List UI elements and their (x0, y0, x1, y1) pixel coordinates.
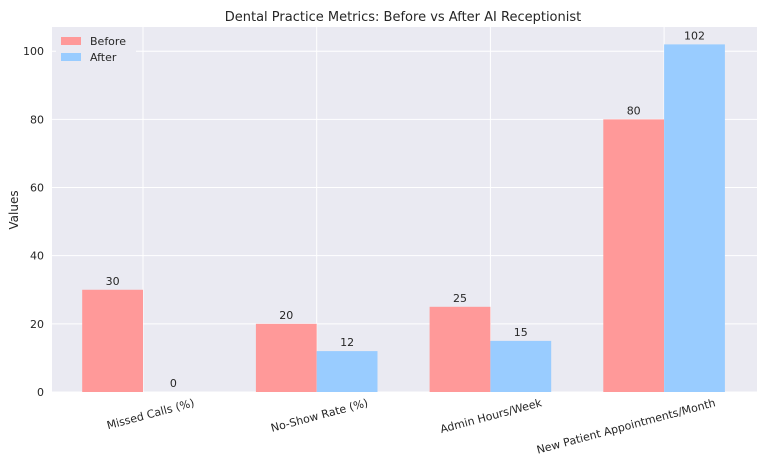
data-label-after-2: 15 (514, 326, 528, 339)
legend-label-after: After (90, 51, 117, 64)
legend-label-before: Before (90, 35, 126, 48)
y-axis-label: Values (7, 190, 21, 229)
bar-after-1 (316, 351, 378, 392)
x-tick-label: No-Show Rate (%) (269, 396, 369, 434)
bar-before-0 (82, 289, 143, 392)
legend-swatch-before (61, 37, 81, 45)
legend: Before After (56, 31, 136, 69)
y-axis-ticks: 0 20 40 60 80 100 (23, 45, 44, 399)
data-label-before-2: 25 (453, 292, 467, 305)
x-tick-label: Missed Calls (%) (105, 396, 195, 432)
data-label-before-0: 30 (106, 275, 120, 288)
x-tick-label: New Patient Appointments/Month (535, 396, 717, 456)
bars (82, 44, 725, 393)
chart-title: Dental Practice Metrics: Before vs After… (225, 10, 581, 25)
y-tick-label: 100 (23, 45, 44, 58)
y-tick-label: 40 (30, 250, 44, 263)
bar-before-3 (603, 119, 665, 393)
bar-before-1 (255, 323, 317, 392)
legend-swatch-after (61, 53, 81, 61)
data-label-after-3: 102 (684, 29, 705, 42)
y-tick-label: 0 (37, 386, 44, 399)
data-label-before-3: 80 (627, 104, 641, 117)
y-tick-label: 60 (30, 182, 44, 195)
bar-before-2 (429, 306, 491, 392)
data-labels: 30 20 25 80 0 12 15 102 (106, 29, 705, 390)
y-tick-label: 20 (30, 318, 44, 331)
data-label-after-0: 0 (170, 377, 177, 390)
x-axis-ticks: Missed Calls (%) No-Show Rate (%) Admin Ho… (105, 396, 716, 456)
data-label-before-1: 20 (279, 309, 293, 322)
bar-after-3 (664, 44, 725, 392)
bar-after-2 (490, 340, 552, 392)
x-tick-label: Admin Hours/Week (439, 396, 544, 436)
data-label-after-1: 12 (340, 336, 354, 349)
y-tick-label: 80 (30, 113, 44, 126)
